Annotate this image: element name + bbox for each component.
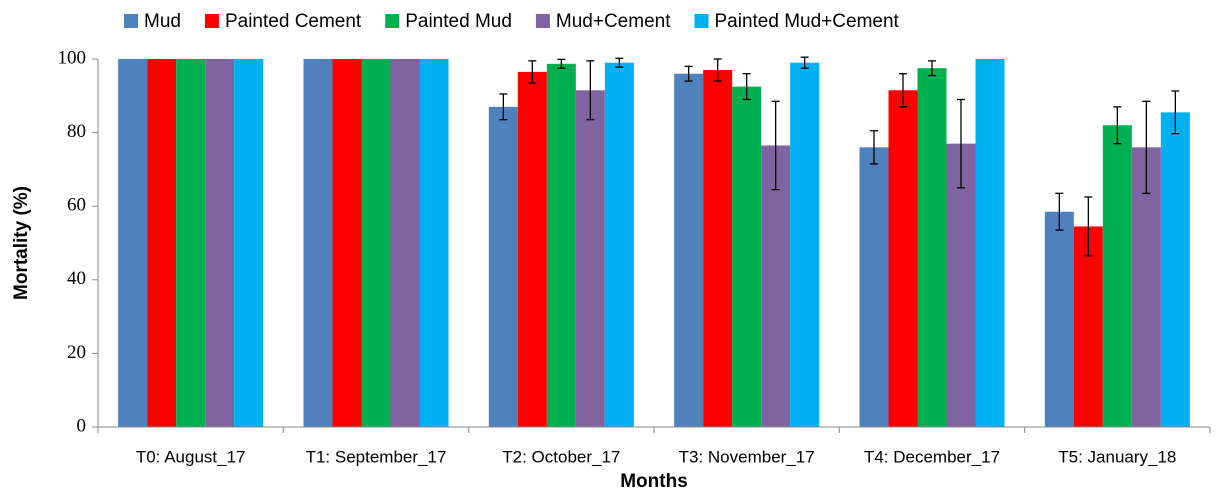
bar	[917, 68, 947, 427]
bar	[176, 59, 206, 427]
legend-label: Painted Cement	[225, 11, 362, 32]
bar	[1102, 125, 1132, 428]
x-tick-label: T4: December_17	[864, 447, 1000, 466]
bar	[517, 71, 547, 427]
x-tick-label: T0: August_17	[136, 447, 246, 466]
legend-swatch	[694, 14, 709, 28]
x-tick-label: T1: September_17	[306, 447, 447, 466]
bar	[234, 59, 264, 427]
y-tick-label: 80	[67, 121, 86, 142]
bar	[604, 62, 634, 428]
bar	[1073, 226, 1103, 427]
bar	[975, 59, 1005, 427]
bar	[147, 59, 177, 427]
bar	[546, 63, 576, 428]
x-tick-label: T5: January_18	[1058, 447, 1176, 466]
bar	[790, 62, 820, 428]
y-tick-label: 60	[67, 195, 86, 216]
bar	[732, 86, 762, 427]
bar	[859, 147, 889, 427]
y-tick-label: 40	[67, 268, 86, 289]
legend-swatch	[535, 14, 550, 28]
bar	[332, 59, 362, 427]
x-axis-title: Months	[620, 471, 688, 492]
bar	[390, 59, 420, 427]
bar	[703, 70, 733, 427]
bar	[674, 73, 704, 427]
y-axis-title: Mortality (%)	[11, 186, 32, 300]
y-tick-label: 0	[77, 415, 87, 436]
legend-label: Painted Mud	[405, 11, 512, 32]
legend-label: Painted Mud+Cement	[715, 11, 900, 32]
legend-swatch	[204, 14, 219, 28]
bar	[303, 59, 333, 427]
legend-swatch	[385, 14, 400, 28]
y-tick-label: 100	[58, 47, 87, 68]
legend-swatch	[124, 14, 138, 28]
bar	[761, 145, 791, 428]
x-tick-label: T3: November_17	[679, 447, 815, 466]
bar	[575, 90, 605, 427]
bar	[1160, 112, 1190, 428]
bar	[205, 59, 235, 427]
bar	[1044, 211, 1074, 427]
bar	[488, 106, 518, 427]
y-tick-label: 20	[67, 342, 86, 363]
legend-label: Mud	[144, 11, 181, 32]
bar	[946, 143, 976, 427]
bar	[361, 59, 391, 427]
bar	[118, 59, 148, 427]
bar	[888, 90, 918, 427]
x-tick-label: T2: October_17	[502, 447, 620, 466]
legend-label: Mud+Cement	[556, 11, 671, 32]
bar	[419, 59, 449, 427]
